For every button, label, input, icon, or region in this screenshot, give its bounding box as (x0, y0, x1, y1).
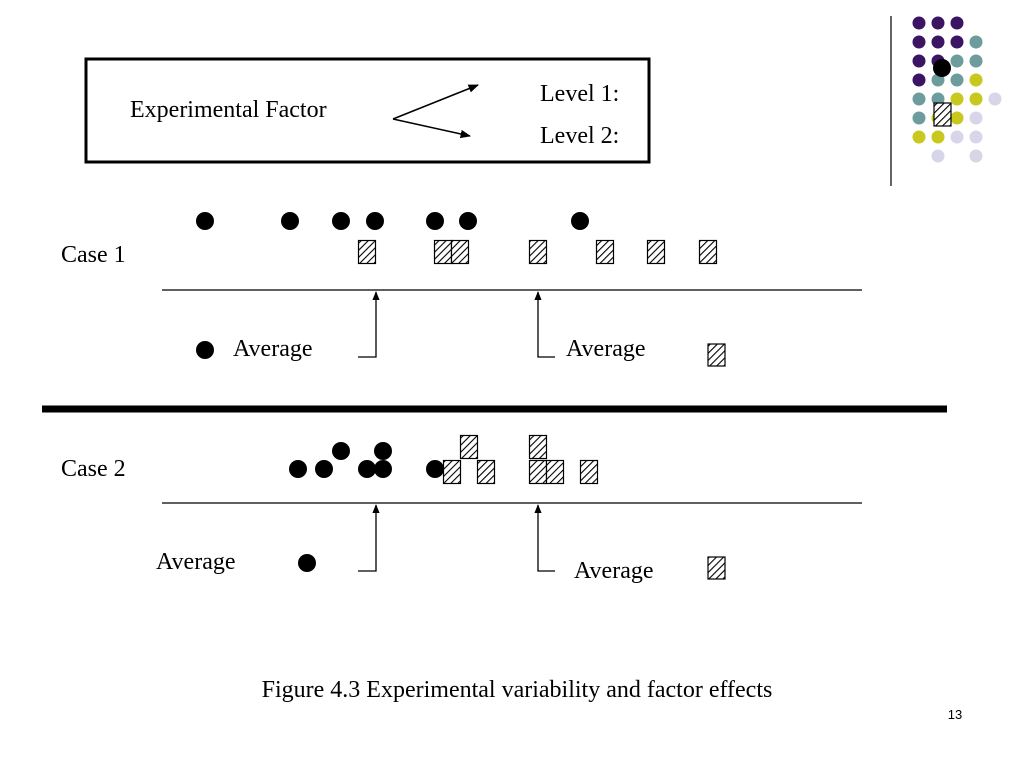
level1-observation-dot (358, 460, 376, 478)
case2-label: Case 2 (61, 456, 126, 482)
level1-observation-dot (426, 212, 444, 230)
level2-observation-square (476, 459, 496, 485)
grid-dot (931, 35, 945, 49)
grid-dot (912, 73, 926, 87)
level2-observation-square (595, 239, 615, 265)
case1-observations (196, 212, 718, 265)
level1-observation-dot (289, 460, 307, 478)
case2-panel: Case 2 Average Average (61, 434, 862, 584)
grid-overlay-square (933, 102, 952, 127)
case2-level2-average-square (707, 556, 726, 580)
case2-average-left-label: Average (156, 549, 236, 575)
case2-level1-average-arrow (358, 504, 380, 572)
grid-dot (912, 16, 926, 30)
grid-dot (969, 111, 983, 125)
level2-observation-square (646, 239, 666, 265)
level2-observation-square (545, 459, 565, 485)
figure-caption: Figure 4.3 Experimental variability and … (262, 677, 773, 703)
case1-label: Case 1 (61, 242, 126, 268)
grid-dot (931, 92, 945, 106)
grid-dot (931, 149, 945, 163)
level2-label: Level 2: (540, 123, 619, 149)
level1-observation-dot (366, 212, 384, 230)
level1-observation-dot (281, 212, 299, 230)
level2-observation-square (698, 239, 718, 265)
level2-observation-square (442, 459, 462, 485)
grid-dot (950, 111, 964, 125)
level2-observation-square (450, 239, 470, 265)
level2-observation-square (528, 239, 548, 265)
level1-observation-dot (315, 460, 333, 478)
grid-dot (912, 111, 926, 125)
grid-dot (950, 73, 964, 87)
level2-observation-square (528, 459, 548, 485)
case2-average-right-label: Average (574, 558, 654, 584)
level1-label: Level 1: (540, 81, 619, 107)
level1-observation-dot (332, 212, 350, 230)
case2-level2-average-arrow (534, 504, 555, 572)
grid-dot (969, 130, 983, 144)
level2-observation-square (357, 239, 377, 265)
grid-dot (969, 149, 983, 163)
grid-dot (912, 130, 926, 144)
grid-dot (912, 54, 926, 68)
level1-observation-dot (196, 212, 214, 230)
case1-level2-average-square (707, 343, 726, 367)
grid-dot (912, 35, 926, 49)
grid-dot (969, 35, 983, 49)
grid-dot (969, 92, 983, 106)
case1-panel: Case 1 Average Average (61, 212, 862, 367)
level2-observation-square (459, 434, 479, 460)
grid-dot (988, 92, 1002, 106)
grid-overlay-dot (933, 59, 951, 77)
grid-dot (931, 130, 945, 144)
decorative-dot-grid (912, 16, 1002, 163)
grid-dot (969, 54, 983, 68)
case2-observations (289, 434, 599, 485)
grid-dot (931, 16, 945, 30)
level2-observation-square (433, 239, 453, 265)
level2-observation-square (579, 459, 599, 485)
grid-dot (950, 54, 964, 68)
grid-dot (912, 92, 926, 106)
grid-dot (950, 130, 964, 144)
case1-level2-average-arrow (534, 291, 555, 358)
experimental-factor-label: Experimental Factor (130, 97, 327, 123)
grid-dot (950, 92, 964, 106)
case1-level1-average-dot (196, 341, 214, 359)
level1-observation-dot (571, 212, 589, 230)
legend-box: Experimental Factor Level 1: Level 2: (84, 57, 651, 164)
case1-average-right-label: Average (566, 336, 646, 362)
level1-observation-dot (459, 212, 477, 230)
case1-average-left-label: Average (233, 336, 313, 362)
grid-dot (950, 35, 964, 49)
page-number: 13 (948, 707, 962, 722)
level1-observation-dot (374, 460, 392, 478)
legend-frame (84, 57, 651, 164)
level2-observation-square (528, 434, 548, 460)
grid-dot (969, 73, 983, 87)
case2-level1-average-dot (298, 554, 316, 572)
grid-dot (950, 16, 964, 30)
level1-observation-dot (426, 460, 444, 478)
arrow-to-level1 (392, 84, 479, 120)
case1-level1-average-arrow (358, 291, 380, 358)
level1-observation-dot (332, 442, 350, 460)
arrow-to-level2 (392, 118, 472, 139)
level1-observation-dot (374, 442, 392, 460)
